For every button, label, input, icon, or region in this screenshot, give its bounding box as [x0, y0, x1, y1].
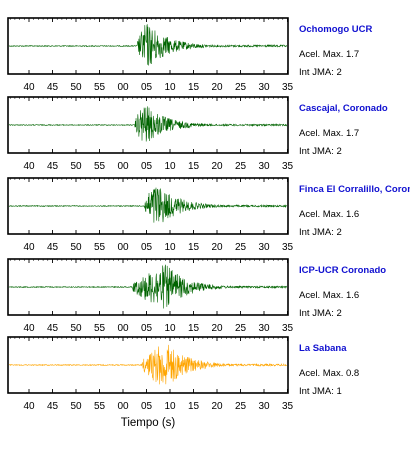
tick-label: 10 — [164, 242, 176, 253]
tick-label: 30 — [258, 161, 270, 172]
tick-label: 40 — [23, 82, 35, 93]
tick-label: 45 — [47, 161, 59, 172]
tick-label: 15 — [188, 401, 200, 412]
tick-label: 55 — [94, 161, 106, 172]
waveform — [8, 344, 288, 385]
tick-label: 10 — [164, 161, 176, 172]
int-jma-text: Int JMA: 2 — [299, 67, 342, 78]
station-name: La Sabana — [299, 343, 347, 354]
tick-label: 20 — [211, 323, 223, 334]
tick-label: 50 — [70, 242, 82, 253]
tick-label: 15 — [188, 323, 200, 334]
tick-label: 45 — [47, 401, 59, 412]
panel-2: 40 45 50 55 00 05 10 15 20 25 30 35 Cascajal, Corona… — [7, 96, 388, 172]
tick-label: 20 — [211, 401, 223, 412]
tick-label: 40 — [23, 323, 35, 334]
station-name: Cascajal, Coronado — [299, 103, 388, 114]
panel-5: 40 45 50 55 00 05 10 15 20 25 30 35 La Sabana Acel. M… — [7, 336, 359, 412]
tick-label: 20 — [211, 242, 223, 253]
tick-label: 15 — [188, 82, 200, 93]
tick-label: 00 — [117, 401, 129, 412]
tick-label: 50 — [70, 401, 82, 412]
tick-label: 40 — [23, 161, 35, 172]
tick-label: 45 — [47, 82, 59, 93]
acel-max-text: Acel. Max. 1.6 — [299, 290, 359, 301]
tick-label: 10 — [164, 401, 176, 412]
panel-1: 40 45 50 55 00 05 10 15 20 25 30 35 Ochomogo UCR Acel… — [7, 17, 372, 93]
tick-label: 25 — [235, 401, 247, 412]
tick-label: 25 — [235, 323, 247, 334]
tick-label: 55 — [94, 82, 106, 93]
tick-label: 15 — [188, 161, 200, 172]
tick-label: 55 — [94, 242, 106, 253]
waveform — [8, 106, 288, 142]
int-jma-text: Int JMA: 2 — [299, 146, 342, 157]
tick-label: 35 — [282, 401, 294, 412]
int-jma-text: Int JMA: 1 — [299, 386, 342, 397]
tick-label: 00 — [117, 242, 129, 253]
tick-label: 35 — [282, 82, 294, 93]
tick-label: 25 — [235, 82, 247, 93]
tick-label: 00 — [117, 82, 129, 93]
tick-label: 35 — [282, 161, 294, 172]
tick-label: 20 — [211, 82, 223, 93]
tick-label: 15 — [188, 242, 200, 253]
tick-label: 05 — [141, 323, 153, 334]
station-name: ICP-UCR Coronado — [299, 265, 386, 276]
acel-max-text: Acel. Max. 0.8 — [299, 368, 359, 379]
tick-label: 55 — [94, 323, 106, 334]
tick-label: 05 — [141, 82, 153, 93]
tick-label: 00 — [117, 161, 129, 172]
waveform — [8, 24, 288, 66]
x-axis-label: Tiempo (s) — [121, 417, 176, 429]
acel-max-text: Acel. Max. 1.6 — [299, 209, 359, 220]
panel-3: 40 45 50 55 00 05 10 15 20 25 30 35 Finca El Corrali… — [7, 177, 410, 253]
acel-max-text: Acel. Max. 1.7 — [299, 128, 359, 139]
tick-label: 30 — [258, 242, 270, 253]
tick-label: 05 — [141, 401, 153, 412]
acel-max-text: Acel. Max. 1.7 — [299, 49, 359, 60]
tick-label: 25 — [235, 161, 247, 172]
tick-label: 05 — [141, 242, 153, 253]
int-jma-text: Int JMA: 2 — [299, 227, 342, 238]
panel-4: 40 45 50 55 00 05 10 15 20 25 30 35 ICP-UCR Coronado… — [7, 258, 386, 334]
tick-label: 05 — [141, 161, 153, 172]
tick-label: 10 — [164, 323, 176, 334]
tick-label: 35 — [282, 323, 294, 334]
station-name: Finca El Corralillo, Coronado — [299, 184, 410, 195]
tick-label: 50 — [70, 323, 82, 334]
tick-label: 45 — [47, 323, 59, 334]
tick-label: 30 — [258, 82, 270, 93]
tick-label: 30 — [258, 323, 270, 334]
tick-label: 00 — [117, 323, 129, 334]
tick-label: 35 — [282, 242, 294, 253]
tick-label: 25 — [235, 242, 247, 253]
tick-label: 40 — [23, 401, 35, 412]
tick-label: 20 — [211, 161, 223, 172]
waveform — [8, 264, 288, 309]
panels-group: 40 45 50 55 00 05 10 15 20 25 30 35 Ochomogo UCR Acel… — [7, 17, 410, 412]
tick-label: 50 — [70, 161, 82, 172]
tick-label: 10 — [164, 82, 176, 93]
station-name: Ochomogo UCR — [299, 24, 372, 35]
tick-label: 30 — [258, 401, 270, 412]
tick-label: 55 — [94, 401, 106, 412]
tick-label: 50 — [70, 82, 82, 93]
tick-label: 45 — [47, 242, 59, 253]
int-jma-text: Int JMA: 2 — [299, 308, 342, 319]
tick-label: 40 — [23, 242, 35, 253]
waveform — [8, 187, 288, 223]
